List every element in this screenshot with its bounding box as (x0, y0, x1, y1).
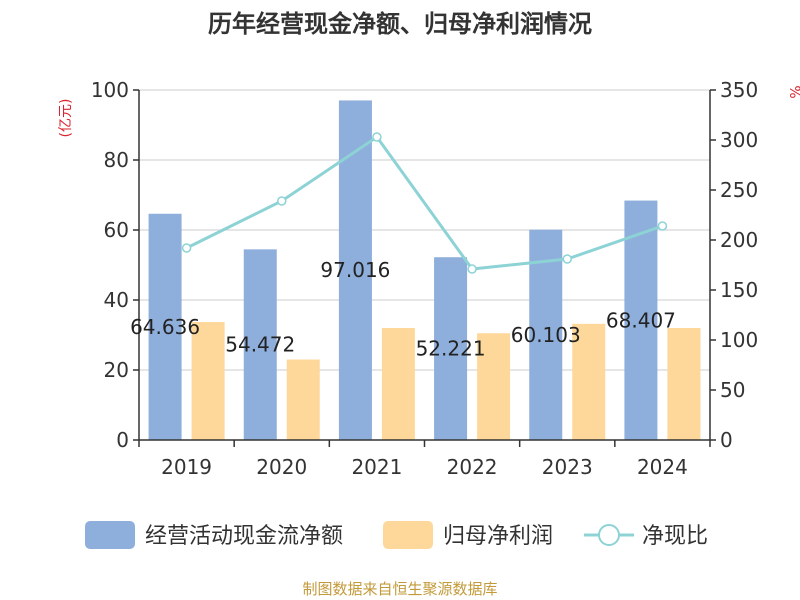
right-tick-label: 200 (720, 228, 758, 252)
bar-cashflow (624, 200, 658, 440)
line-point (277, 196, 287, 206)
bar-net-profit (381, 328, 415, 440)
x-tick-label: 2021 (351, 455, 402, 479)
data-label: 68.407 (606, 308, 676, 332)
bar-cashflow (529, 229, 563, 440)
right-tick-label: 0 (720, 428, 733, 452)
legend-label: 净现比 (642, 524, 708, 549)
left-tick-label: 100 (91, 78, 129, 102)
data-label: 97.016 (320, 258, 390, 282)
line-point (467, 264, 477, 274)
legend-swatch (383, 521, 433, 549)
x-tick-label: 2020 (256, 455, 307, 479)
bar-cashflow (338, 100, 372, 440)
line-net-cash-ratio (185, 134, 663, 271)
left-tick-label: 20 (104, 358, 129, 382)
bar-cashflow (243, 249, 277, 440)
legend-swatch (85, 521, 135, 549)
bar-net-profit (477, 333, 511, 440)
bar-cashflow (148, 213, 182, 440)
x-tick-label: 2024 (637, 455, 688, 479)
bar-net-profit (286, 359, 320, 440)
legend-swatch-marker (598, 524, 620, 546)
x-tick-label: 2022 (447, 455, 498, 479)
bar-net-profit (572, 323, 606, 440)
data-label: 64.636 (130, 315, 200, 339)
right-axis-unit: % (786, 85, 800, 98)
x-tick-label: 2019 (161, 455, 212, 479)
bar-net-profit (191, 322, 225, 440)
source-note: 制图数据来自恒生聚源数据库 (302, 580, 497, 598)
left-tick-label: 40 (104, 288, 129, 312)
right-tick-label: 350 (720, 78, 758, 102)
left-tick-label: 80 (104, 148, 129, 172)
right-tick-label: 150 (720, 278, 758, 302)
line-point (562, 254, 572, 264)
bar-cashflow (434, 257, 468, 440)
right-tick-label: 250 (720, 178, 758, 202)
left-tick-label: 0 (116, 428, 129, 452)
data-label: 54.472 (225, 333, 295, 357)
right-tick-label: 50 (720, 378, 745, 402)
x-tick-label: 2023 (542, 455, 593, 479)
right-tick-label: 300 (720, 128, 758, 152)
right-tick-label: 100 (720, 328, 758, 352)
legend-label: 归母净利润 (443, 524, 553, 549)
line-point (657, 221, 668, 231)
legend-label: 经营活动现金流净额 (145, 524, 343, 549)
left-tick-label: 60 (104, 218, 129, 242)
bar-net-profit (667, 328, 701, 440)
chart-title: 历年经营现金净额、归母净利润情况 (208, 10, 592, 38)
line-point (372, 132, 382, 142)
left-axis-unit: (亿元) (58, 99, 74, 138)
data-label: 52.221 (416, 337, 486, 361)
data-label: 60.103 (511, 323, 581, 347)
line-point (181, 243, 192, 253)
